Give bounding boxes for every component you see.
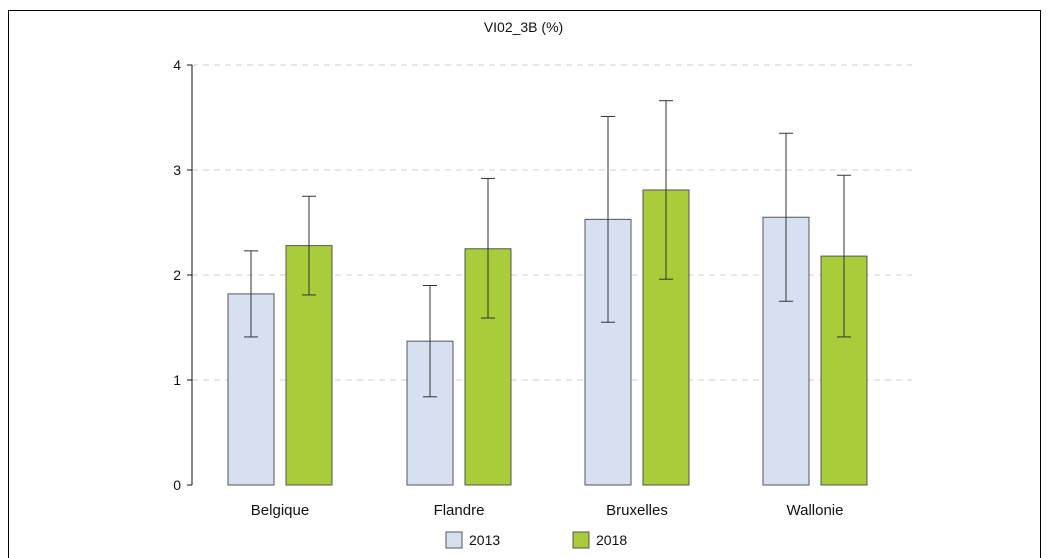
chart-title: VI02_3B (%) [483,19,564,35]
legend-label: 2018 [596,532,627,548]
y-tick-label: 1 [173,372,181,388]
y-tick-label: 4 [173,57,181,73]
bar-2013-flandre [406,340,454,486]
x-category-label: Belgique [251,502,309,519]
y-tick-label: 0 [173,477,181,493]
x-category-label: Flandre [434,502,485,519]
y-tick-label: 2 [173,267,181,283]
legend-swatch-2013 [445,531,463,549]
legend-label: 2013 [469,532,500,548]
legend-swatch-2018 [572,531,590,549]
x-category-label: Bruxelles [606,502,668,519]
x-category-label: Wallonie [787,502,844,519]
chart-frame [8,10,1041,558]
y-tick-label: 3 [173,162,181,178]
